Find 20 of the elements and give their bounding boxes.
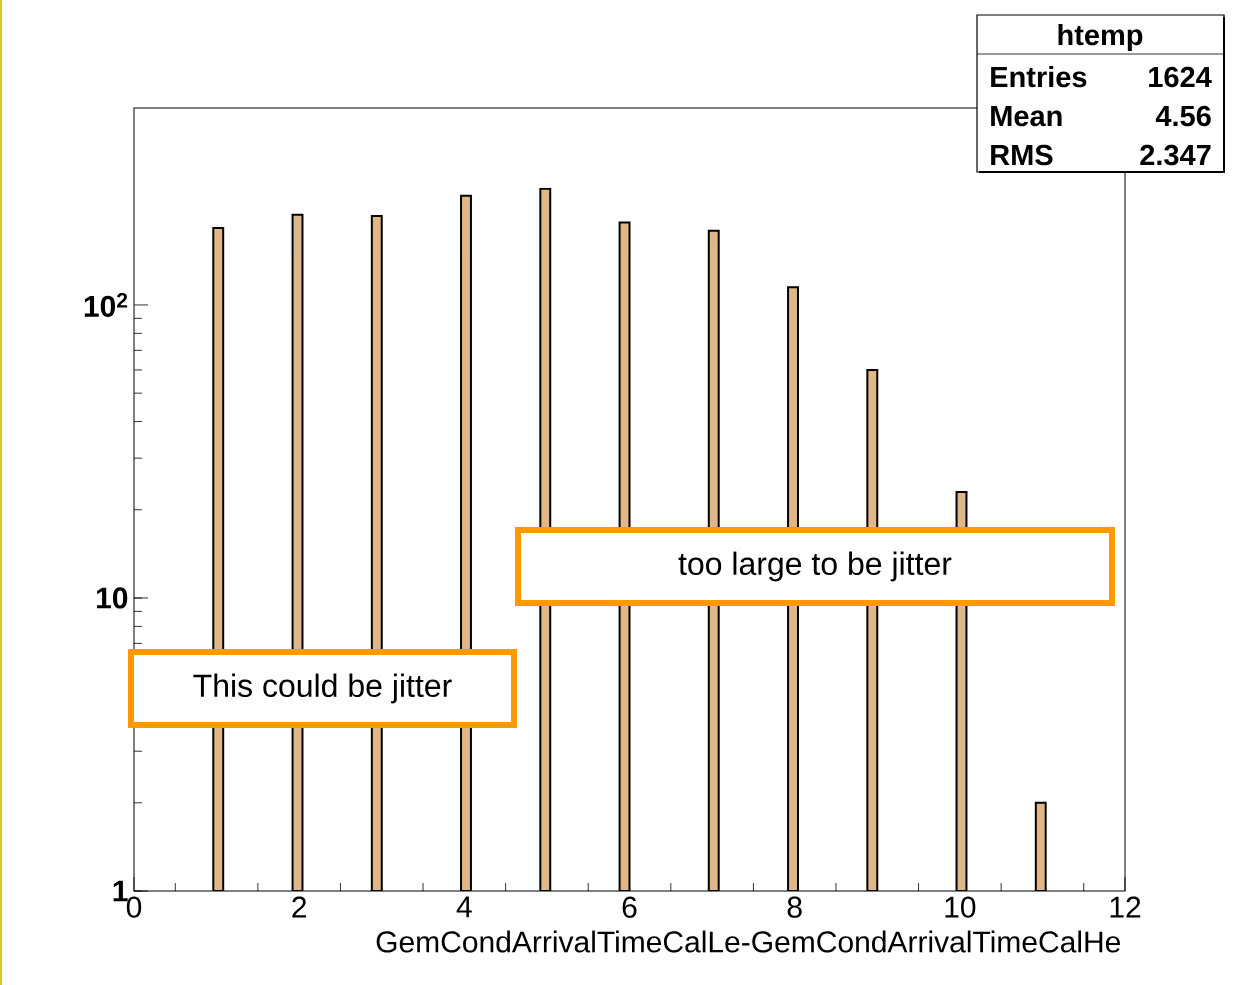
x-tick-label: 10 [945,896,976,918]
x-tick-label: 0 [126,896,142,918]
annotation: Mean [991,106,1062,127]
annotation: This could be jitter [193,673,452,704]
x-tick-label: 4 [456,896,472,918]
text: Entries [991,65,1087,88]
y-tick-label: 10 [96,587,128,609]
x-tick-label: 2 [292,896,307,918]
annotation: too large to be jitter [678,551,952,582]
y-tick-label: 10$^{2}$ [84,292,128,317]
text: 4.56 [1155,105,1211,127]
text: 1624 [1149,66,1212,88]
x-tick-label: 12 [1110,896,1141,918]
text: 2.347 [1140,144,1211,166]
x-axis-title: GemCondArrivalTimeCalLe-GemCondArrivalTimeCalHe [376,930,1121,953]
text: htemp [1058,23,1143,52]
annotation: RMS [991,144,1053,166]
x-tick-label: 8 [787,896,802,918]
y-tick-label: 1 [113,880,128,902]
x-tick-label: 6 [622,896,637,918]
